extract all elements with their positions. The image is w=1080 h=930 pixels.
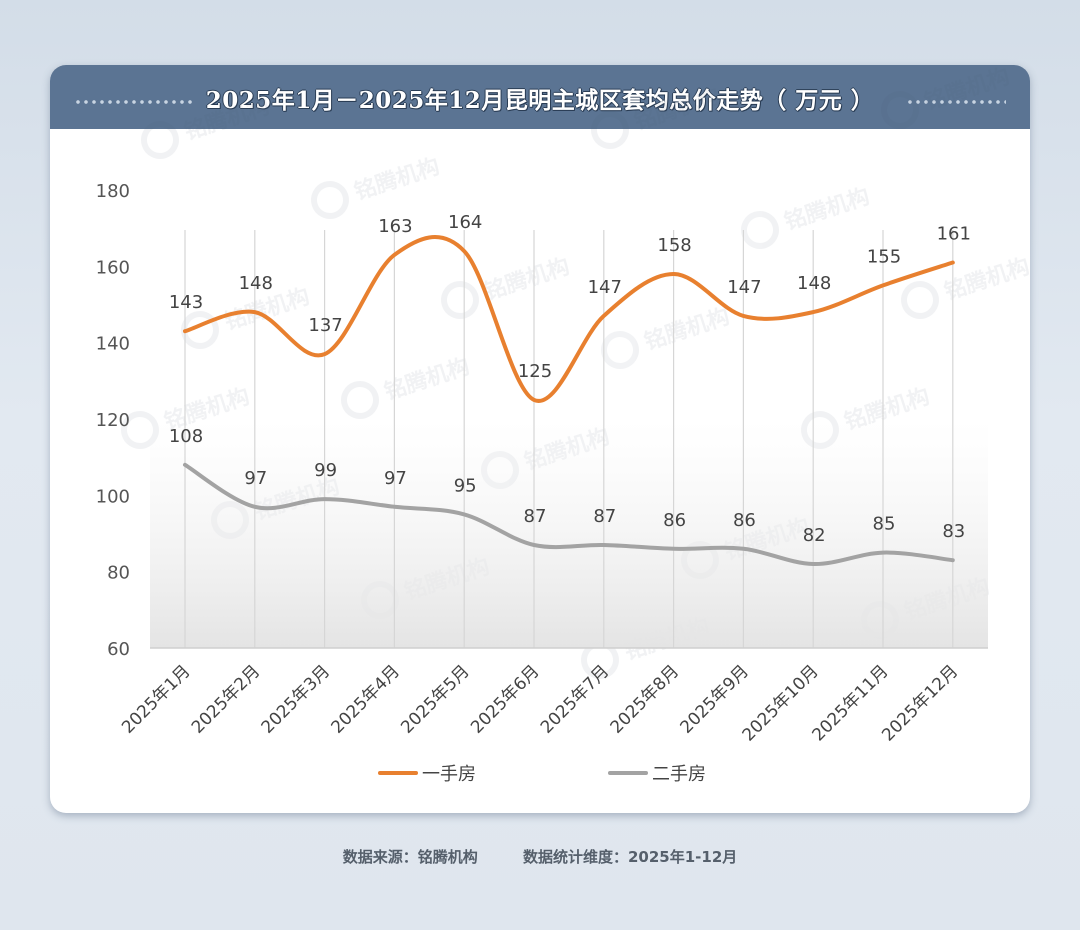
data-point: [254, 506, 256, 508]
data-point: [184, 330, 186, 332]
data-label: 148: [797, 273, 831, 294]
data-label: 161: [937, 224, 971, 245]
data-label: 97: [244, 468, 267, 489]
data-label: 163: [378, 216, 412, 237]
title-dots-left: [74, 99, 194, 105]
data-label: 86: [733, 510, 756, 531]
y-tick-label: 180: [96, 181, 130, 202]
data-point: [673, 273, 675, 275]
data-label: 95: [454, 475, 477, 496]
data-label: 137: [308, 315, 342, 336]
data-point: [882, 552, 884, 554]
data-label: 99: [314, 460, 337, 481]
x-tick-label: 2025年7月: [537, 661, 613, 737]
data-point: [812, 563, 814, 565]
data-point: [533, 544, 535, 546]
x-tick-label: 2025年4月: [328, 661, 404, 737]
watermark: 铭腾机构: [741, 183, 873, 249]
data-point: [952, 559, 954, 561]
data-label: 97: [384, 468, 407, 489]
footer: 数据来源：铭腾机构 数据统计维度：2025年1-12月: [0, 846, 1080, 867]
data-label: 87: [593, 506, 616, 527]
series-line-new-homes: [183, 235, 955, 403]
plot-shade: [150, 420, 988, 648]
data-label: 125: [518, 361, 552, 382]
watermark: 铭腾机构: [341, 353, 473, 419]
chart-title: 2025年1月－2025年12月昆明主城区套均总价走势（ 万元 ）: [205, 87, 875, 114]
y-tick-label: 140: [96, 334, 130, 355]
y-tick-label: 120: [96, 410, 130, 431]
data-label: 85: [873, 514, 896, 535]
data-source-note: 数据来源：铭腾机构: [342, 848, 478, 866]
x-tick-label: 2025年9月: [677, 661, 753, 737]
data-point: [254, 311, 256, 313]
data-label: 86: [663, 510, 686, 531]
watermark: 铭腾机构: [591, 83, 723, 149]
svg-text:铭腾机构: 铭腾机构: [351, 153, 443, 205]
data-point: [952, 262, 954, 264]
data-point: [324, 353, 326, 355]
svg-text:铭腾机构: 铭腾机构: [181, 93, 273, 145]
svg-text:铭腾机构: 铭腾机构: [631, 83, 723, 135]
x-tick-label: 2025年2月: [188, 661, 264, 737]
y-tick-label: 60: [107, 639, 130, 660]
title-bar: 2025年1月－2025年12月昆明主城区套均总价走势（ 万元 ）: [50, 65, 1030, 129]
watermark: 铭腾机构: [881, 63, 1013, 129]
title-dots-right: [906, 99, 1006, 105]
x-tick-label: 2025年8月: [607, 661, 683, 737]
data-point: [463, 250, 465, 252]
watermark: 铭腾机构: [901, 253, 1033, 319]
data-point: [603, 315, 605, 317]
data-label: 82: [803, 525, 826, 546]
data-label: 147: [588, 277, 622, 298]
y-tick-label: 100: [96, 486, 130, 507]
data-point: [463, 513, 465, 515]
data-point: [603, 544, 605, 546]
data-point: [393, 254, 395, 256]
data-point: [742, 315, 744, 317]
series-line-resale-homes: [183, 462, 955, 567]
data-label: 147: [727, 277, 761, 298]
watermark: 铭腾机构: [311, 153, 443, 219]
data-period-note: 数据统计维度：2025年1-12月: [522, 848, 738, 866]
data-point: [393, 506, 395, 508]
data-label: 87: [524, 506, 547, 527]
y-tick-label: 80: [107, 563, 130, 584]
legend-label: 一手房: [422, 764, 476, 785]
data-label: 143: [169, 292, 203, 313]
x-tick-label: 2025年6月: [467, 661, 543, 737]
svg-text:铭腾机构: 铭腾机构: [781, 183, 873, 235]
y-tick-label: 160: [96, 257, 130, 278]
svg-text:铭腾机构: 铭腾机构: [941, 253, 1033, 305]
data-label: 164: [448, 212, 482, 233]
svg-text:铭腾机构: 铭腾机构: [641, 303, 733, 355]
x-tick-label: 2025年5月: [397, 661, 473, 737]
data-label: 155: [867, 246, 901, 267]
svg-text:铭腾机构: 铭腾机构: [921, 63, 1013, 115]
legend-label: 二手房: [652, 764, 706, 785]
x-tick-label: 2025年1月: [118, 661, 194, 737]
data-label: 83: [942, 521, 965, 542]
watermark: 铭腾机构: [141, 93, 273, 159]
x-tick-label: 2025年3月: [258, 661, 334, 737]
watermark: 铭腾机构: [601, 303, 733, 369]
data-point: [882, 284, 884, 286]
data-point: [812, 311, 814, 313]
data-label: 158: [657, 235, 691, 256]
data-point: [324, 498, 326, 500]
data-point: [742, 548, 744, 550]
svg-text:铭腾机构: 铭腾机构: [481, 253, 573, 305]
data-label: 108: [169, 426, 203, 447]
watermark: 铭腾机构: [441, 253, 573, 319]
data-label: 148: [239, 273, 273, 294]
data-point: [673, 548, 675, 550]
data-point: [533, 399, 535, 401]
data-point: [184, 464, 186, 466]
